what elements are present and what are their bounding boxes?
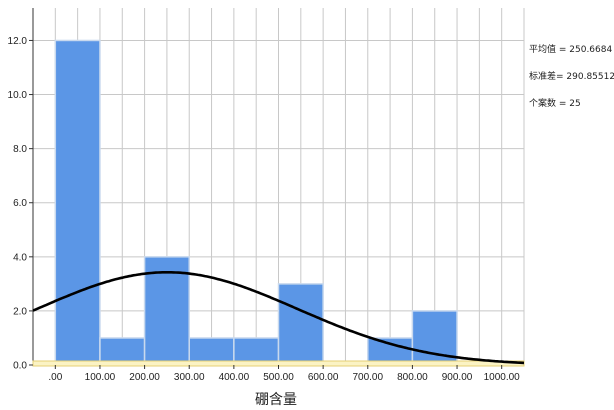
- x-tick-label: .00: [48, 372, 62, 383]
- y-tick-label: 0.0: [13, 361, 27, 372]
- y-tick-label: 12.0: [8, 36, 28, 47]
- histogram-bars: [54, 39, 458, 366]
- x-tick-label: 700.00: [352, 372, 383, 383]
- x-tick-label: 1000.00: [484, 372, 521, 383]
- y-tick-label: 6.0: [13, 198, 27, 209]
- x-tick-label: 400.00: [219, 372, 250, 383]
- histogram-bar: [277, 283, 324, 366]
- x-tick-label: 100.00: [85, 372, 116, 383]
- y-tick-label: 2.0: [13, 306, 27, 317]
- stat-mean: 平均值 = 250.6684: [529, 45, 613, 55]
- x-tick-labels: .00 100.00 200.00 300.00 400.00 500.00 600.00 7…: [48, 365, 520, 383]
- x-tick-label: 200.00: [129, 372, 160, 383]
- y-tick-labels: 0.0 2.0 4.0 6.0 8.0 10.0 12.0: [8, 36, 33, 372]
- x-tick-label: 300.00: [174, 372, 205, 383]
- y-tick-label: 4.0: [13, 252, 27, 263]
- x-tick-label: 600.00: [308, 372, 339, 383]
- stat-n: 个案数 = 25: [529, 99, 581, 109]
- stat-std: 标准差= 290.85512: [529, 72, 614, 82]
- x-tick-label: 500.00: [263, 372, 294, 383]
- histogram-bar: [54, 39, 101, 366]
- x-axis-label: 硼含量: [255, 392, 297, 408]
- normal-curve: [32, 271, 525, 365]
- x-tick-label: 800.00: [397, 372, 428, 383]
- y-tick-label: 10.0: [8, 90, 28, 101]
- x-tick-label: 900.00: [442, 372, 473, 383]
- statistics-box: 平均值 = 250.6684 标准差= 290.85512 个案数 = 25: [529, 28, 614, 118]
- y-tick-label: 8.0: [13, 144, 27, 155]
